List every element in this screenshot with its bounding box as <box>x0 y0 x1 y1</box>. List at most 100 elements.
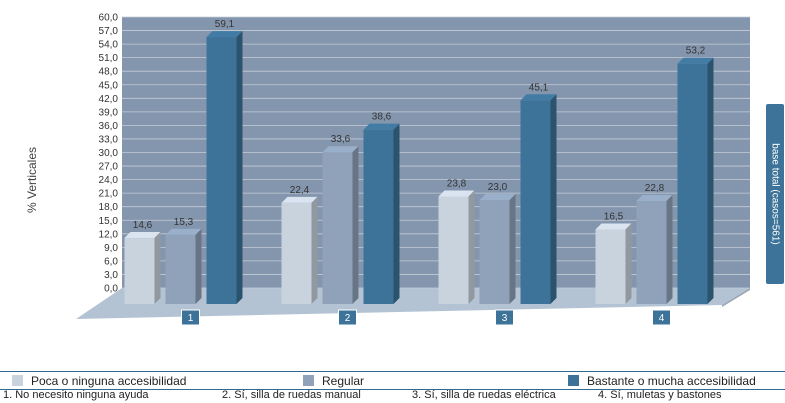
data-label: 14,6 <box>133 220 153 231</box>
bar-top <box>206 31 243 38</box>
bar-top <box>677 57 714 64</box>
category-note-4: 4. Sí, muletas y bastones <box>598 389 722 401</box>
bar <box>520 94 557 304</box>
category-box: 3 <box>495 309 514 326</box>
data-label: 23,0 <box>488 182 508 193</box>
legend-item-regular: Regular <box>303 374 364 388</box>
legend-item-poca: Poca o ninguna accesibilidad <box>12 374 186 388</box>
base-total-badge: base total (casos=561) <box>766 104 784 284</box>
y-tick-label: 6,0 <box>104 256 118 267</box>
y-tick-label: 15,0 <box>99 216 119 227</box>
category-note-1: 1. No necesito ninguna ayuda <box>3 389 149 401</box>
bar-side <box>311 196 318 304</box>
bar <box>438 190 475 304</box>
data-label: 15,3 <box>174 217 194 228</box>
y-axis-ticks: 0,0 3,0 6,0 9,0 12,0 15,0 18,0 21,0 24,0 27,0 30,0… <box>99 13 119 295</box>
category-box: 2 <box>338 309 357 326</box>
y-tick-label: 39,0 <box>99 107 119 118</box>
bar-side <box>154 232 161 304</box>
data-label: 45,1 <box>529 82 549 93</box>
y-tick-label: 21,0 <box>99 189 119 200</box>
y-tick-label: 0,0 <box>104 284 118 295</box>
category-label: 2 <box>345 313 351 324</box>
legend: Poca o ninguna accesibilidad Regular Bas… <box>0 371 785 390</box>
bar-top <box>281 196 318 203</box>
bar-side <box>707 57 714 304</box>
bar-side <box>509 194 516 304</box>
y-tick-label: 24,0 <box>99 175 119 186</box>
bar-front <box>124 238 155 304</box>
bar <box>165 228 202 304</box>
bars <box>124 31 714 304</box>
bar-top <box>636 195 673 202</box>
bar-front <box>595 229 626 304</box>
bar-side <box>393 123 400 304</box>
category-boxes: 1 2 3 4 <box>181 309 671 326</box>
bar-front <box>636 201 667 304</box>
category-box-bg <box>652 309 671 326</box>
bar <box>124 232 161 304</box>
category-box: 4 <box>652 309 671 326</box>
bar-top <box>438 190 475 197</box>
y-tick-label: 57,0 <box>99 26 119 37</box>
y-tick-label: 27,0 <box>99 162 119 173</box>
y-tick-label: 54,0 <box>99 40 119 51</box>
legend-label-poca: Poca o ninguna accesibilidad <box>31 374 187 388</box>
value-labels: 14,6 15,3 59,1 22,4 33,6 38,6 23,8 23,0 45,1 16,5… <box>133 19 706 231</box>
bar <box>595 223 632 304</box>
bar-side <box>625 223 632 304</box>
bar-top <box>363 123 400 130</box>
bar <box>206 31 243 304</box>
legend-swatch-regular <box>303 375 314 386</box>
bar-top <box>165 228 202 235</box>
bar-side <box>468 190 475 304</box>
legend-swatch-bastante <box>568 375 579 386</box>
bar-front <box>363 129 394 304</box>
y-tick-label: 12,0 <box>99 229 119 240</box>
bar-front <box>281 202 312 304</box>
bar-front <box>322 152 353 304</box>
category-note-3: 3. Sí, silla de ruedas eléctrica <box>412 389 556 401</box>
data-label: 53,2 <box>686 46 706 57</box>
bar-front <box>165 234 196 304</box>
bar <box>677 57 714 304</box>
chart-floor-edge <box>722 288 750 307</box>
bar-side <box>666 195 673 304</box>
y-tick-label: 42,0 <box>99 94 119 105</box>
bar-top <box>520 94 557 101</box>
y-tick-label: 9,0 <box>104 243 118 254</box>
category-notes: 1. No necesito ninguna ayuda 2. Sí, sill… <box>0 389 785 403</box>
chart-floor <box>76 288 750 319</box>
data-label: 16,5 <box>604 211 624 222</box>
y-tick-label: 30,0 <box>99 148 119 159</box>
bar-side <box>236 31 243 304</box>
bar-front <box>479 200 510 304</box>
data-label: 59,1 <box>215 19 235 30</box>
category-label: 3 <box>502 313 508 324</box>
bar-top <box>479 194 516 201</box>
y-tick-label: 3,0 <box>104 270 118 281</box>
category-box-bg <box>338 309 357 326</box>
bar-side <box>352 146 359 304</box>
bar-side <box>195 228 202 304</box>
category-box: 1 <box>181 309 200 326</box>
y-tick-label: 45,0 <box>99 80 119 91</box>
base-total-text: base total (casos=561) <box>769 143 781 245</box>
y-tick-label: 36,0 <box>99 121 119 132</box>
category-label: 1 <box>188 313 194 324</box>
y-tick-label: 51,0 <box>99 53 119 64</box>
bar <box>363 123 400 304</box>
bar-side <box>550 94 557 304</box>
data-label: 38,6 <box>372 112 392 123</box>
legend-swatch-poca <box>12 375 23 386</box>
y-tick-label: 60,0 <box>99 13 119 24</box>
legend-item-bastante: Bastante o mucha accesibilidad <box>568 374 756 388</box>
data-label: 22,8 <box>645 183 665 194</box>
category-label: 4 <box>659 313 665 324</box>
legend-label-regular: Regular <box>322 374 365 388</box>
bar <box>636 195 673 304</box>
y-axis-title: % Verticales <box>22 80 42 280</box>
data-label: 33,6 <box>331 134 351 145</box>
bar <box>479 194 516 304</box>
y-tick-label: 48,0 <box>99 67 119 78</box>
